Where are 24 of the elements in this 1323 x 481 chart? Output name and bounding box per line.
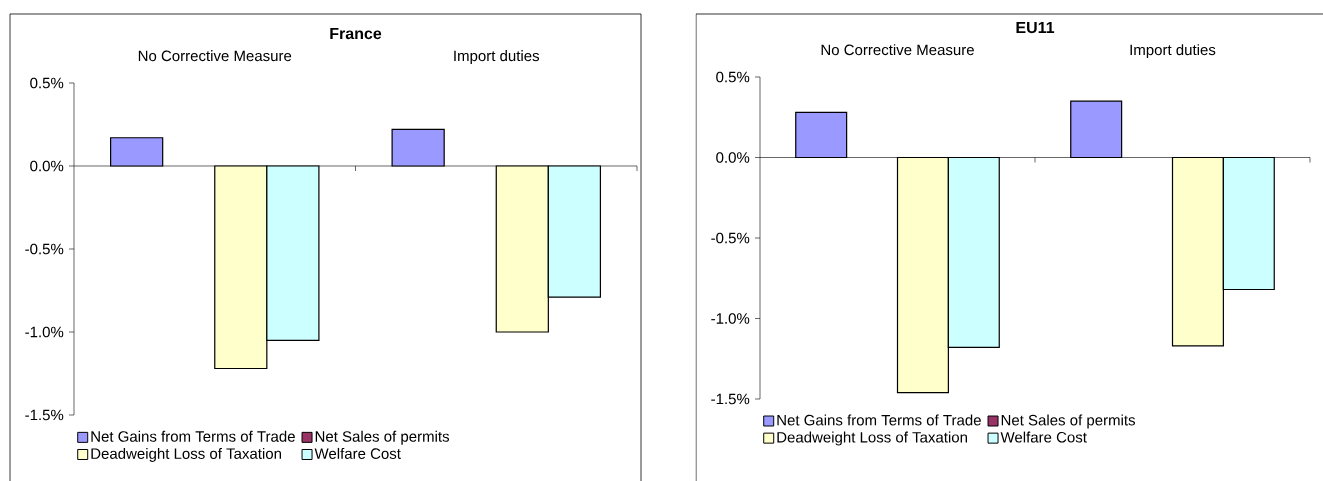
legend-label: Welfare Cost	[1000, 431, 1087, 443]
chart-title: EU11	[1016, 21, 1055, 34]
y-tick-label: -0.5%	[25, 243, 64, 255]
y-tick-label: -1.0%	[711, 313, 750, 324]
y-tick-label: 0.0%	[30, 160, 64, 172]
y-tick-label: -1.5%	[25, 409, 64, 421]
legend-label: Deadweight Loss of Taxation	[777, 431, 967, 446]
legend-label: Net Gains from Terms of Trade	[91, 430, 295, 442]
y-tick-label: -1.5%	[711, 393, 750, 405]
x-tick-label: No Corrective Measure	[821, 44, 974, 56]
legend-label: Net Sales of permits	[1001, 414, 1136, 429]
legend-label: Net Sales of permits	[315, 430, 450, 445]
y-tick-label: 0.0%	[716, 152, 750, 163]
y-tick-label: 0.5%	[30, 77, 64, 89]
x-tick-label: Import duties	[454, 50, 540, 65]
legend-label: Deadweight Loss of Taxation	[91, 447, 281, 462]
y-tick-label: -1.0%	[25, 326, 64, 338]
x-tick-label: Import duties	[1130, 44, 1216, 59]
y-tick-label: 0.5%	[716, 71, 750, 83]
chart-title: France	[330, 27, 382, 40]
x-tick-label: No Corrective Measure	[138, 50, 292, 62]
legend-label: Net Gains from Terms of Trade	[777, 414, 981, 426]
y-tick-label: -0.5%	[711, 232, 750, 244]
legend-label: Welfare Cost	[314, 447, 401, 459]
